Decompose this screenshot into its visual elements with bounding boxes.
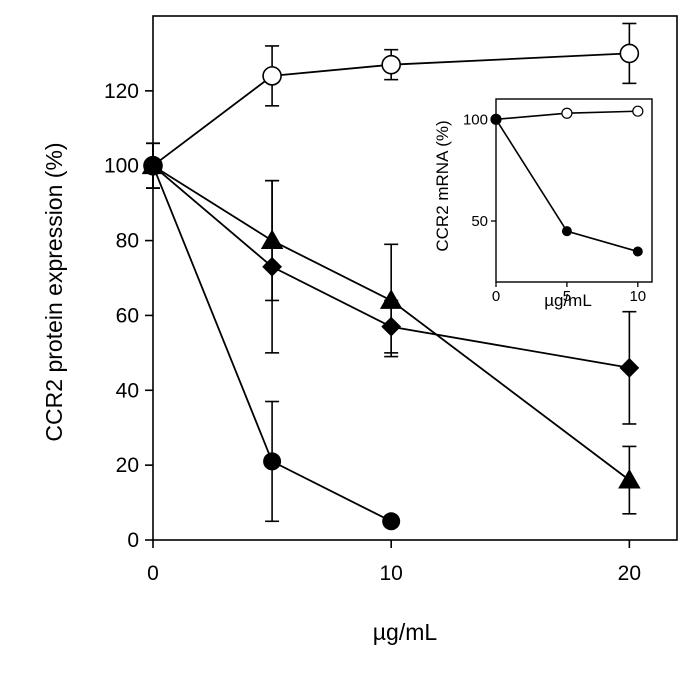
main-series [141, 22, 641, 531]
main-series-3-point-1 [263, 452, 282, 471]
inset-y-tick-label-1: 100 [463, 111, 488, 128]
main-y-tick-label-6: 120 [104, 80, 139, 103]
main-series-0-point-3 [619, 43, 640, 64]
inset-series-1-point-0 [491, 114, 501, 125]
main-series-2-point-1 [262, 256, 282, 277]
inset-x-axis-label: µg/mL [544, 291, 592, 310]
inset-y-axis-label: CCR2 mRNA (%) [433, 120, 452, 251]
main-y-tick-label-4: 80 [116, 230, 139, 253]
main-y-tick-label-3: 60 [116, 304, 139, 327]
main-x-tick-label-2: 20 [618, 562, 641, 585]
main-y-axis-label: CCR2 protein expression (%) [41, 142, 67, 441]
main-series-3-point-2 [382, 512, 401, 531]
inset-series-1-point-1 [561, 226, 572, 237]
inset-series-1-point-2 [632, 246, 643, 257]
main-series-0-point-2 [381, 54, 401, 75]
main-y-tick-label-1: 20 [116, 454, 139, 477]
inset-x-tick-label-2: 10 [629, 288, 646, 305]
main-y-tick-label-2: 40 [116, 379, 139, 402]
main-series-2-line [152, 165, 630, 369]
main-series-1-line [152, 164, 630, 481]
inset-plot-frame [495, 98, 653, 283]
inset-series-1-filled-circle [491, 114, 643, 257]
main-series-1-point-3 [618, 468, 641, 489]
main-x-axis-label: µg/mL [373, 619, 438, 645]
main-series-2-point-3 [619, 357, 640, 378]
inset-ticks: 0 5 10 50 100 [463, 111, 646, 305]
main-series-0-line [152, 52, 630, 167]
main-x-tick-label-1: 10 [380, 562, 403, 585]
inset-series-0-point-2 [632, 105, 644, 117]
inset-x-tick-label-1: 5 [563, 288, 571, 305]
main-series-3-filled-circle [144, 142, 401, 531]
main-y-tick-label-0: 0 [127, 529, 139, 552]
main-ticks: 0 10 20 0 20 40 60 80 100 120 [104, 80, 641, 585]
inset-series-0-point-1 [561, 107, 573, 119]
main-series-2-filled-diamond [143, 142, 640, 425]
inset-x-tick-label-0: 0 [492, 288, 500, 305]
main-series-3-point-0 [144, 156, 162, 175]
main-plot-frame [152, 15, 678, 541]
main-series-2-point-2 [381, 316, 402, 337]
main-y-tick-label-5: 100 [104, 155, 139, 178]
main-x-tick-label-0: 0 [147, 562, 159, 585]
main-series-1-point-2 [379, 289, 403, 309]
inset-series [490, 105, 644, 257]
main-series-0-point-1 [262, 66, 282, 86]
inset-chart: 0 5 10 50 100 µg/mL CCR2 mRNA (%) [433, 98, 653, 310]
inset-y-tick-label-0: 50 [471, 213, 488, 230]
